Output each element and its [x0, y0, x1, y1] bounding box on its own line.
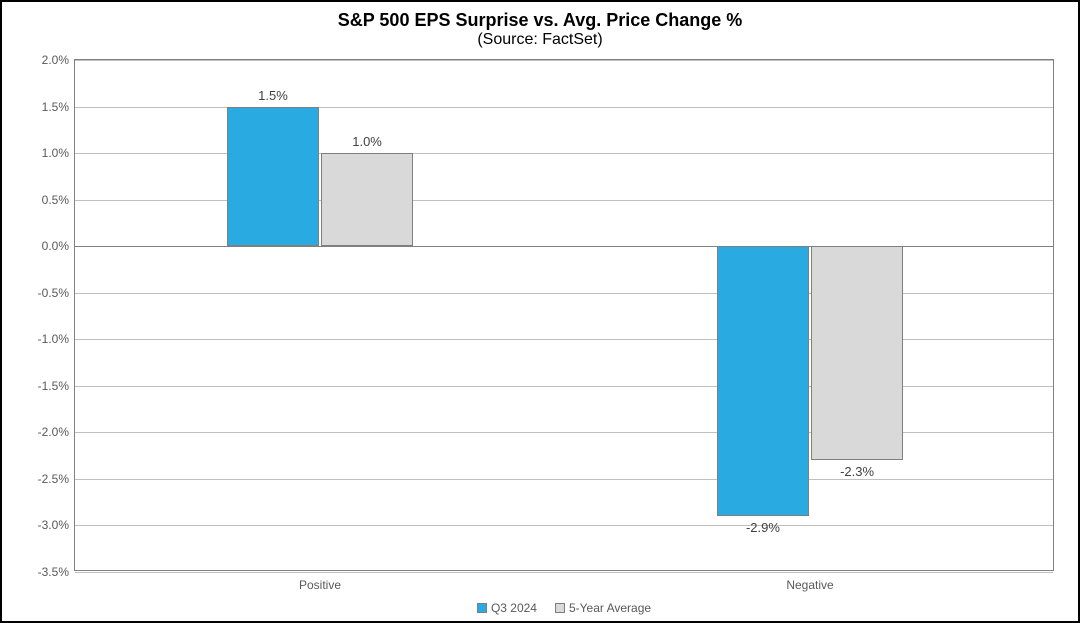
grid-line: [75, 246, 1053, 247]
y-tick-label: -2.0%: [38, 425, 75, 439]
y-tick-label: -2.5%: [38, 472, 75, 486]
chart-subtitle: (Source: FactSet): [14, 31, 1066, 49]
bar: [227, 107, 319, 247]
bar: [321, 153, 413, 246]
bar-label: 1.5%: [258, 88, 288, 103]
y-tick-label: 2.0%: [42, 53, 75, 67]
legend-swatch: [477, 603, 487, 613]
bar-label: -2.9%: [746, 520, 780, 535]
y-tick-label: -3.5%: [38, 565, 75, 579]
y-tick-label: 1.5%: [42, 100, 75, 114]
chart-container: S&P 500 EPS Surprise vs. Avg. Price Chan…: [0, 0, 1080, 623]
legend-label: Q3 2024: [491, 601, 537, 615]
grid-line: [75, 479, 1053, 480]
y-tick-label: -0.5%: [38, 286, 75, 300]
bar: [811, 246, 903, 460]
plot-wrap: 2.0% 1.5% 1.0% 0.5% 0.0% -0.5% -1.0% -1.5% -2.0%…: [14, 55, 1066, 617]
bar-label: 1.0%: [352, 134, 382, 149]
legend: Q3 2024 5-Year Average: [74, 601, 1054, 615]
legend-swatch: [555, 603, 565, 613]
y-tick-label: -1.0%: [38, 332, 75, 346]
y-tick-label: 0.5%: [42, 193, 75, 207]
y-tick-label: -3.0%: [38, 518, 75, 532]
grid-line: [75, 107, 1053, 108]
y-tick-label: 0.0%: [42, 239, 75, 253]
legend-item: Q3 2024: [477, 601, 537, 615]
y-tick-label: 1.0%: [42, 146, 75, 160]
grid-line: [75, 339, 1053, 340]
grid-line: [75, 386, 1053, 387]
bar: [717, 246, 809, 516]
grid-line: [75, 525, 1053, 526]
grid-line: [75, 293, 1053, 294]
grid-line: [75, 200, 1053, 201]
chart-title: S&P 500 EPS Surprise vs. Avg. Price Chan…: [14, 10, 1066, 31]
bar-label: -2.3%: [840, 464, 874, 479]
y-tick-label: -1.5%: [38, 379, 75, 393]
grid-line: [75, 153, 1053, 154]
grid-line: [75, 432, 1053, 433]
plot-area: 2.0%1.5%1.0%0.5%0.0%-0.5%-1.0%-1.5%-2.0%…: [74, 59, 1054, 571]
x-category-label: Negative: [786, 578, 833, 592]
legend-label: 5-Year Average: [569, 601, 651, 615]
x-category-label: Positive: [299, 578, 341, 592]
grid-line: [75, 572, 1053, 573]
legend-item: 5-Year Average: [555, 601, 651, 615]
grid-line: [75, 60, 1053, 61]
